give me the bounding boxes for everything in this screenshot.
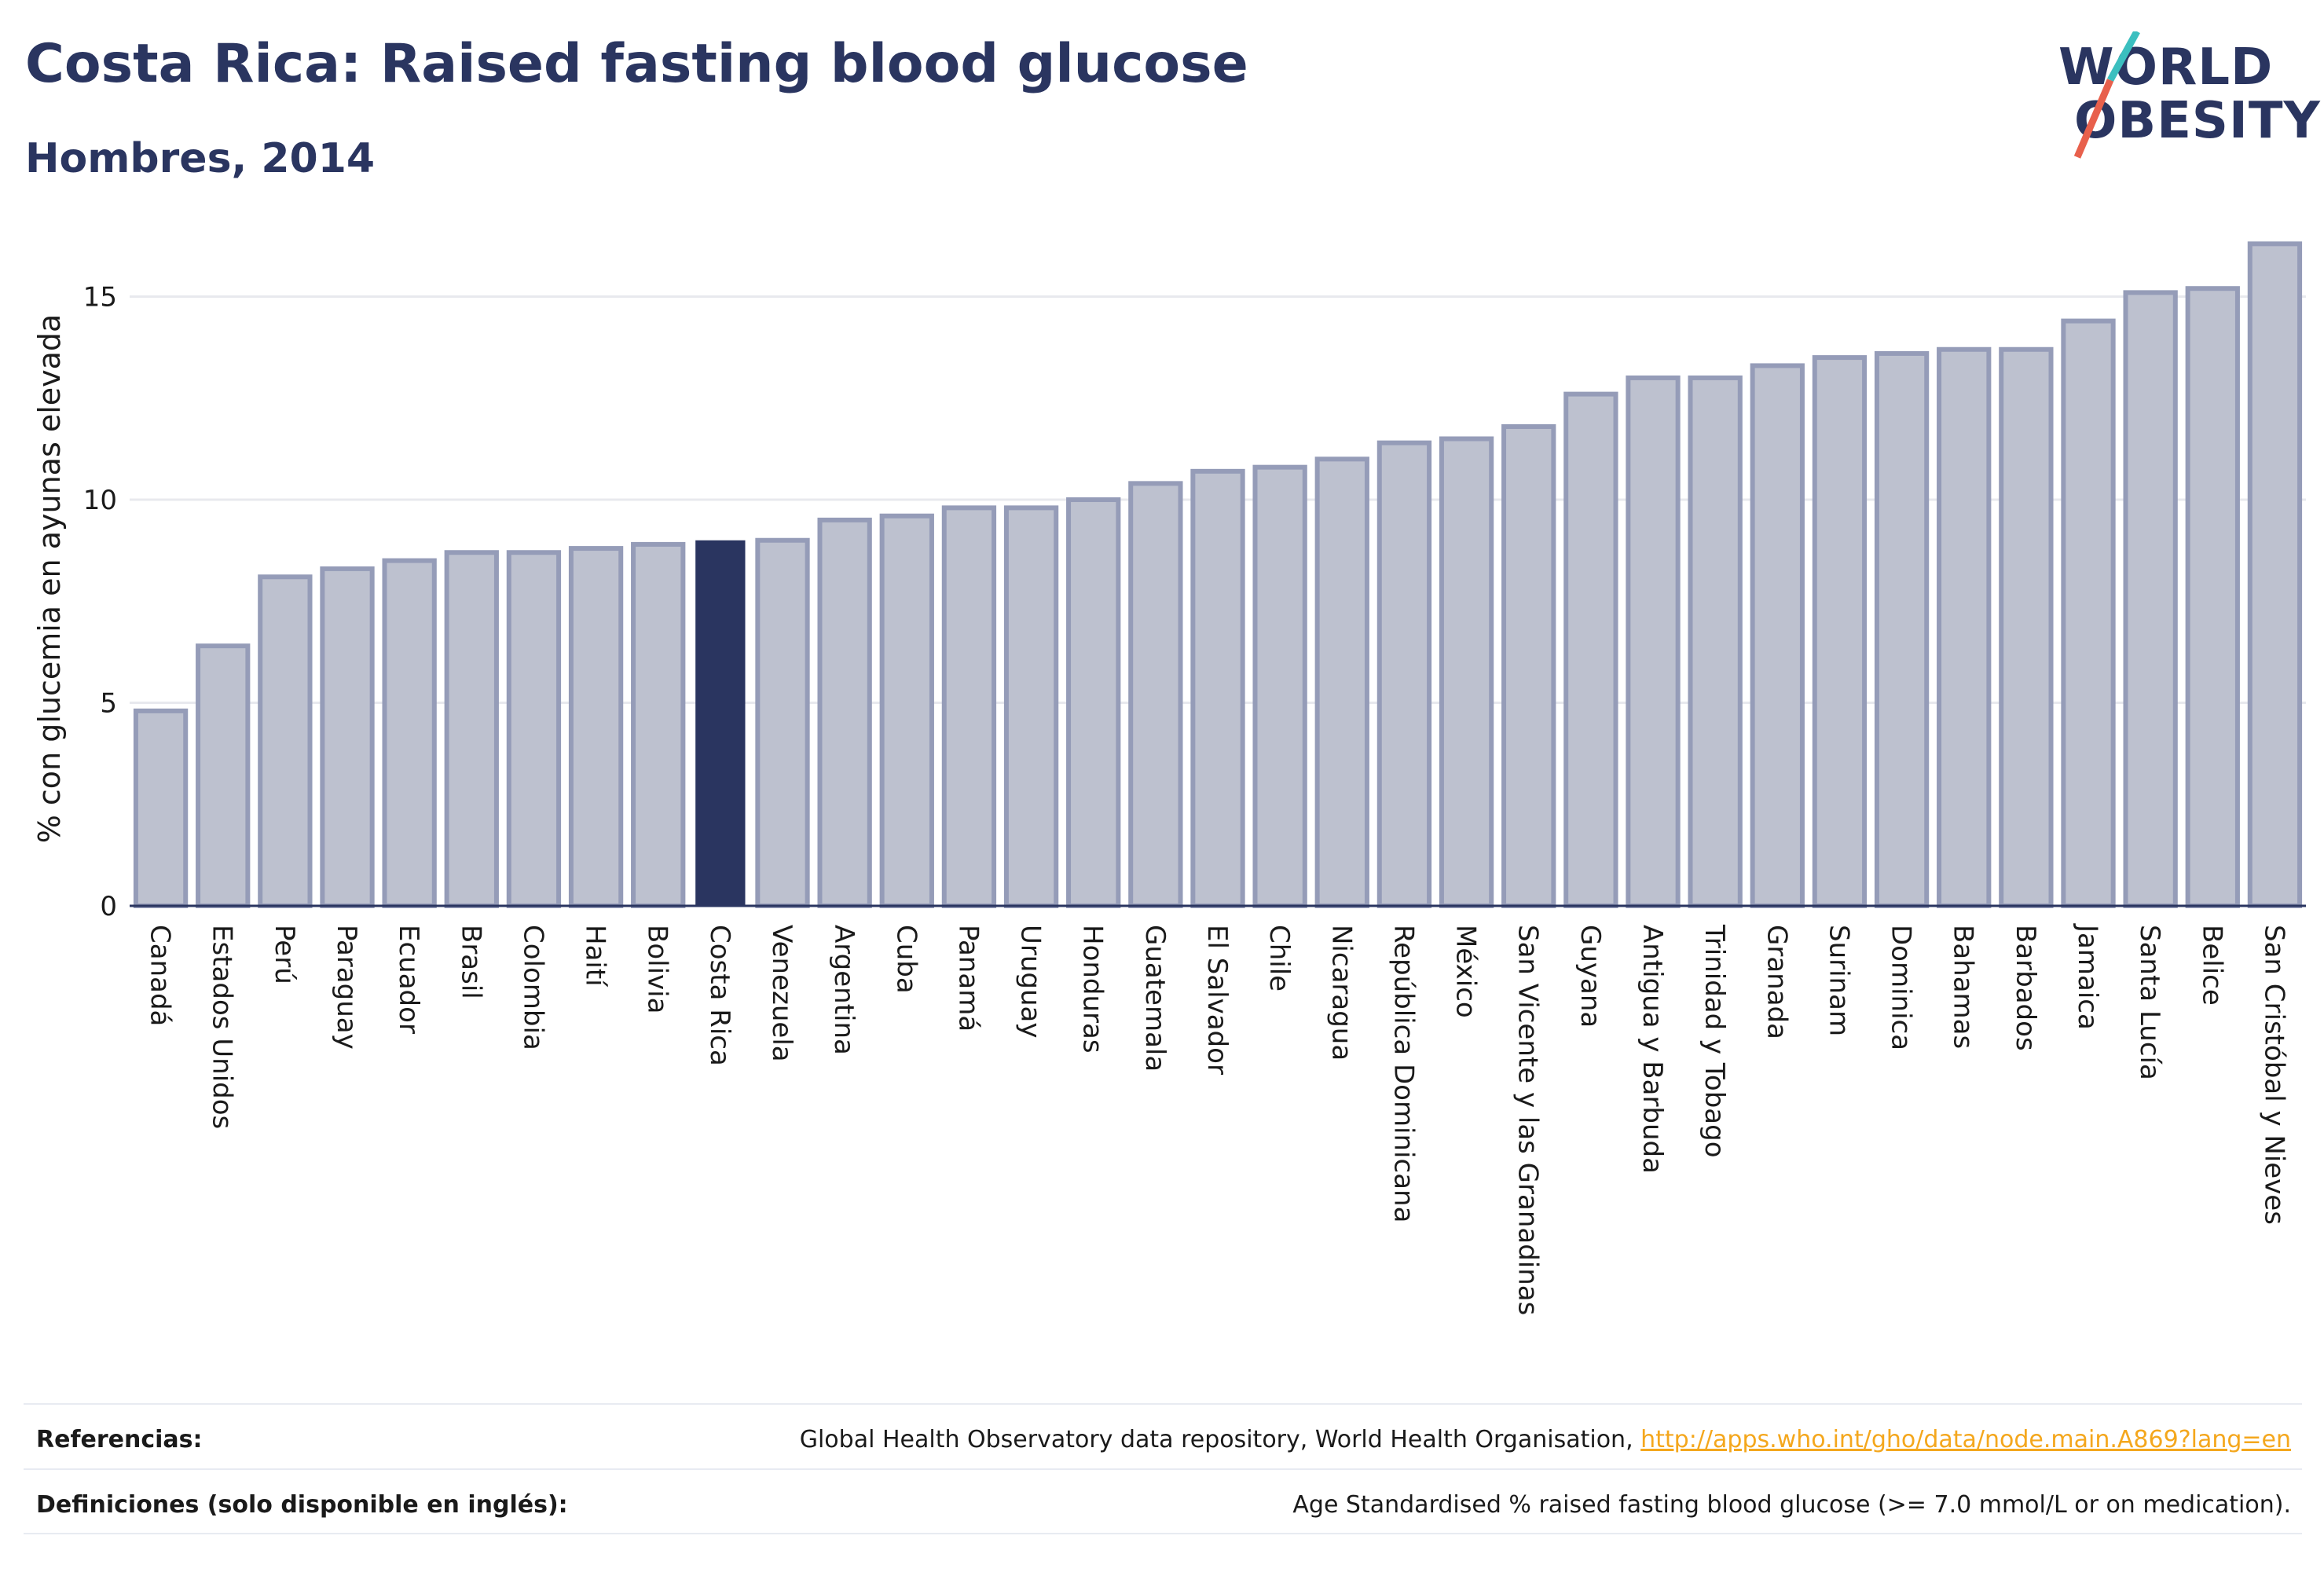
x-tick-label: Guyana (1574, 925, 1606, 1028)
references-label: Referencias: (36, 1426, 203, 1453)
x-tick-label: Paraguay (331, 925, 362, 1050)
bar (568, 546, 624, 908)
bar (755, 537, 810, 909)
bar (1999, 346, 2054, 908)
world-obesity-logo: WORLD OBESITY (2043, 31, 2320, 165)
x-tick-label: Trinidad y Tobago (1699, 924, 1730, 1158)
x-tick-label: Cuba (890, 925, 922, 994)
bar (1812, 355, 1868, 909)
bar (1874, 350, 1930, 908)
x-tick-label: San Cristóbal y Nieves (2258, 925, 2289, 1225)
x-tick-label: Granada (1761, 925, 1792, 1039)
x-tick-label: Bahamas (1948, 925, 1979, 1049)
bar (631, 541, 686, 908)
x-tick-label: Costa Rica (704, 925, 735, 1066)
bar (1688, 375, 1743, 908)
bar (2247, 241, 2303, 908)
bar (506, 550, 562, 909)
footer-divider (24, 1403, 2302, 1405)
y-tick-label: 5 (100, 688, 117, 720)
x-tick-label: El Salvador (1201, 925, 1233, 1075)
bar (1937, 346, 1992, 908)
x-tick-label: México (1450, 925, 1482, 1018)
x-tick-label: Brasil (455, 925, 486, 999)
definitions-value: Age Standardised % raised fasting blood … (1292, 1491, 2291, 1519)
bar (2061, 318, 2116, 908)
x-tick-label: Uruguay (1015, 925, 1047, 1039)
bar (1439, 436, 1494, 908)
x-tick-label: Canadá (145, 925, 176, 1026)
x-tick-label: Antigua y Barbuda (1637, 925, 1668, 1174)
references-value: Global Health Observatory data repositor… (800, 1426, 2291, 1453)
bar-chart: 0 5 10 15 % con glucemia en ayunas elevada Ca… (32, 241, 2306, 1315)
page-subtitle: Hombres, 2014 (25, 135, 376, 182)
x-tick-label: San Vicente y las Granadinas (1512, 925, 1544, 1315)
x-tick-label: Panamá (952, 925, 984, 1032)
bar (695, 540, 746, 906)
bar (1066, 497, 1121, 908)
x-tick-label: Estados Unidos (207, 925, 238, 1129)
bar (1376, 440, 1432, 908)
x-tick-label: Belice (2196, 925, 2227, 1006)
x-tick-label: Santa Lucía (2134, 925, 2165, 1080)
y-tick-label: 10 (83, 485, 117, 516)
x-tick-label: Venezuela (766, 925, 797, 1062)
footer-divider (24, 1468, 2302, 1470)
bar (1626, 375, 1681, 908)
bar (1190, 468, 1245, 908)
bar (1128, 481, 1183, 908)
bar (1501, 423, 1556, 908)
bar (258, 574, 313, 908)
y-tick-label: 0 (100, 891, 117, 922)
x-tick-label: Surinam (1823, 925, 1854, 1036)
x-tick-label: Nicaragua (1325, 925, 1357, 1061)
logo-line1: WORLD (2058, 38, 2274, 97)
x-tick-label: Colombia (517, 925, 548, 1050)
x-tick-label: Barbados (2010, 925, 2041, 1051)
bar (133, 708, 189, 909)
bar (1563, 391, 1618, 909)
bar (1252, 464, 1307, 908)
bar (2185, 286, 2240, 908)
bar (1750, 363, 1805, 908)
page-title: Costa Rica: Raised fasting blood glucose (25, 33, 1248, 95)
bar (879, 513, 934, 909)
x-tick-label: Honduras (1077, 925, 1109, 1054)
x-tick-label: Bolivia (642, 925, 673, 1013)
x-tick-label: Chile (1263, 925, 1295, 991)
bar (1314, 456, 1369, 908)
x-tick-label: Ecuador (393, 925, 424, 1034)
y-axis-label: % con glucemia en ayunas elevada (32, 314, 67, 844)
x-tick-label: Argentina (828, 925, 860, 1055)
logo-line2: OBESITY (2074, 92, 2321, 150)
y-tick-label: 15 (83, 282, 117, 313)
references-link[interactable]: http://apps.who.int/gho/data/node.main.A… (1640, 1426, 2291, 1453)
x-tick-label: Haití (580, 925, 611, 988)
logo-slash-icon (2073, 31, 2140, 159)
bar (320, 566, 375, 908)
references-text: Global Health Observatory data repositor… (799, 1426, 1641, 1453)
bar (382, 558, 437, 908)
bar (2123, 290, 2178, 909)
footer-divider (24, 1533, 2302, 1534)
x-tick-label: Guatemala (1139, 925, 1171, 1072)
x-tick-label: República Dominicana (1387, 925, 1419, 1222)
bar (817, 517, 872, 908)
bar (1003, 505, 1059, 908)
bar (444, 550, 499, 909)
x-tick-label: Perú (269, 925, 300, 984)
definitions-label: Definiciones (solo disponible en inglés)… (36, 1491, 568, 1519)
x-tick-label: Dominica (1886, 925, 1917, 1050)
bar (196, 643, 251, 908)
bar (941, 505, 997, 908)
x-tick-label: Jamaica (2072, 923, 2103, 1030)
